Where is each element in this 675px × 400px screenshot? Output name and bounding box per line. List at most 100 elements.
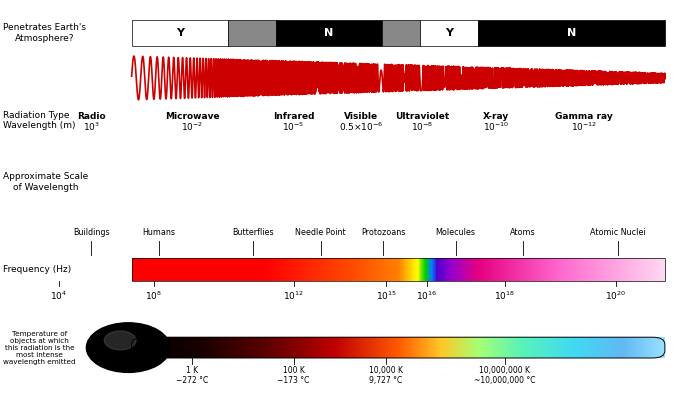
Bar: [560, 258, 561, 281]
Bar: [183, 258, 184, 281]
Bar: [550, 337, 551, 358]
Bar: [524, 258, 525, 281]
Bar: [577, 337, 578, 358]
Bar: [256, 258, 257, 281]
Bar: [246, 258, 247, 281]
Bar: [456, 337, 457, 358]
Bar: [333, 337, 334, 358]
Bar: [311, 337, 312, 358]
Bar: [593, 337, 594, 358]
Bar: [163, 258, 165, 281]
Bar: [403, 258, 404, 281]
Bar: [148, 337, 149, 358]
Bar: [248, 337, 249, 358]
Bar: [597, 337, 598, 358]
Bar: [639, 258, 640, 281]
Bar: [532, 337, 533, 358]
Bar: [135, 337, 136, 358]
Bar: [270, 258, 271, 281]
Bar: [508, 258, 510, 281]
Bar: [179, 337, 180, 358]
Bar: [382, 337, 383, 358]
Bar: [198, 337, 199, 358]
Bar: [246, 337, 247, 358]
Bar: [413, 258, 414, 281]
Bar: [559, 258, 560, 281]
Bar: [343, 258, 344, 281]
Bar: [239, 337, 240, 358]
Bar: [347, 337, 348, 358]
Bar: [580, 337, 581, 358]
Bar: [545, 258, 546, 281]
Bar: [485, 258, 486, 281]
Bar: [132, 337, 134, 358]
Bar: [404, 258, 406, 281]
Bar: [240, 258, 241, 281]
Bar: [461, 337, 462, 358]
Bar: [304, 258, 305, 281]
Bar: [418, 337, 420, 358]
Bar: [270, 337, 271, 358]
Bar: [261, 258, 263, 281]
Bar: [561, 337, 562, 358]
Bar: [572, 258, 573, 281]
Bar: [526, 337, 527, 358]
Bar: [314, 337, 315, 358]
Bar: [273, 337, 274, 358]
Bar: [383, 258, 384, 281]
Bar: [543, 337, 544, 358]
Bar: [290, 258, 291, 281]
Bar: [377, 337, 378, 358]
Bar: [646, 258, 647, 281]
Bar: [336, 337, 337, 358]
Text: $10^{-12}$: $10^{-12}$: [571, 121, 597, 133]
Bar: [300, 258, 301, 281]
Bar: [494, 337, 495, 358]
Bar: [630, 337, 631, 358]
Bar: [606, 258, 607, 281]
Bar: [617, 337, 618, 358]
Bar: [587, 258, 589, 281]
Bar: [207, 258, 208, 281]
Bar: [625, 337, 626, 358]
Bar: [544, 258, 545, 281]
Bar: [647, 258, 648, 281]
Bar: [331, 258, 333, 281]
Bar: [173, 258, 174, 281]
Bar: [418, 258, 420, 281]
Bar: [500, 258, 502, 281]
Bar: [148, 258, 149, 281]
Bar: [632, 258, 633, 281]
Bar: [477, 258, 478, 281]
Bar: [551, 258, 552, 281]
Bar: [139, 258, 140, 281]
Bar: [186, 258, 187, 281]
Bar: [479, 258, 480, 281]
Bar: [304, 337, 305, 358]
Bar: [287, 337, 288, 358]
Bar: [162, 258, 163, 281]
Bar: [306, 337, 308, 358]
Bar: [404, 337, 406, 358]
Bar: [542, 337, 543, 358]
Bar: [432, 337, 433, 358]
Bar: [389, 337, 390, 358]
Bar: [312, 337, 313, 358]
Bar: [356, 337, 357, 358]
Bar: [402, 337, 403, 358]
Bar: [328, 258, 329, 281]
Bar: [231, 337, 232, 358]
Bar: [601, 337, 602, 358]
Bar: [640, 337, 641, 358]
Bar: [583, 258, 584, 281]
Bar: [623, 337, 624, 358]
Bar: [169, 337, 170, 358]
Bar: [236, 337, 238, 358]
Bar: [459, 258, 460, 281]
Bar: [655, 258, 656, 281]
Bar: [227, 258, 229, 281]
Bar: [524, 337, 525, 358]
Bar: [202, 258, 204, 281]
Bar: [144, 258, 145, 281]
Bar: [313, 337, 314, 358]
